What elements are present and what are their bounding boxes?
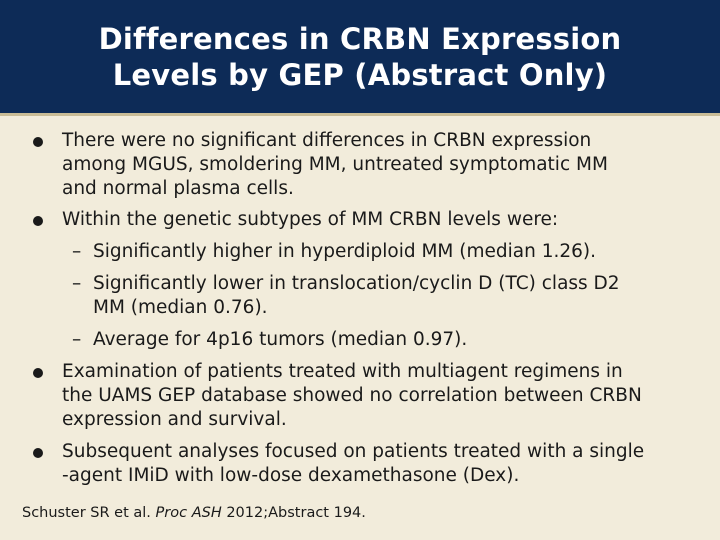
bullet-4-text: Subsequent analyses focused on patients … — [62, 440, 702, 488]
slide-header: Differences in CRBN Expression Levels by… — [0, 0, 720, 113]
sub-item-dash: – — [72, 273, 82, 294]
sub-item-1-line-1: Significantly higher in hyperdiploid MM … — [93, 241, 597, 262]
sub-item-3-line-1: Average for 4p16 tumors (median 0.97). — [93, 329, 468, 350]
bullet-dot — [33, 368, 43, 378]
citation: Schuster SR et al. Proc ASH 2012;Abstrac… — [22, 503, 366, 523]
slide-title-line-2: Levels by GEP (Abstract Only) — [112, 57, 608, 92]
bullet-4-line-1: Subsequent analyses focused on patients … — [62, 441, 645, 462]
sub-item-3: – Average for 4p16 tumors (median 0.97). — [72, 328, 702, 352]
sub-item-2-line-2: MM (median 0.76). — [93, 297, 268, 318]
bullet-1-line-1: There were no significant differences in… — [62, 130, 592, 151]
citation-details: 2012;Abstract 194. — [221, 505, 366, 521]
bullet-1-line-2: among MGUS, smoldering MM, untreated sym… — [62, 154, 608, 175]
bullet-2-text: Within the genetic subtypes of MM CRBN l… — [62, 208, 702, 232]
bullet-4-line-2: -agent IMiD with low-dose dexamethasone … — [62, 465, 520, 486]
bullet-3-line-2: the UAMS GEP database showed no correlat… — [62, 385, 642, 406]
sub-item-dash: – — [72, 329, 82, 350]
bullet-1-text: There were no significant differences in… — [62, 129, 702, 201]
sub-item-1: – Significantly higher in hyperdiploid M… — [72, 240, 702, 264]
citation-journal: Proc ASH — [155, 505, 222, 521]
bullet-2-line-1: Within the genetic subtypes of MM CRBN l… — [62, 209, 559, 230]
bullet-dot — [33, 216, 43, 226]
slide-title-line-1: Differences in CRBN Expression — [98, 21, 622, 56]
sub-item-dash: – — [72, 241, 82, 262]
bullet-1-line-3: and normal plasma cells. — [62, 178, 294, 199]
bullet-3-line-1: Examination of patients treated with mul… — [62, 361, 623, 382]
slide-title: Differences in CRBN Expression Levels by… — [99, 21, 622, 93]
bullet-dot — [33, 137, 43, 147]
sub-item-2: – Significantly lower in translocation/c… — [72, 272, 702, 320]
bullet-3-text: Examination of patients treated with mul… — [62, 360, 702, 432]
bullet-3-line-3: expression and survival. — [62, 409, 287, 430]
sub-item-2-line-1: Significantly lower in translocation/cyc… — [93, 273, 620, 294]
bullet-dot — [33, 448, 43, 458]
header-divider — [0, 113, 720, 116]
citation-authors: Schuster SR et al. — [22, 505, 156, 521]
